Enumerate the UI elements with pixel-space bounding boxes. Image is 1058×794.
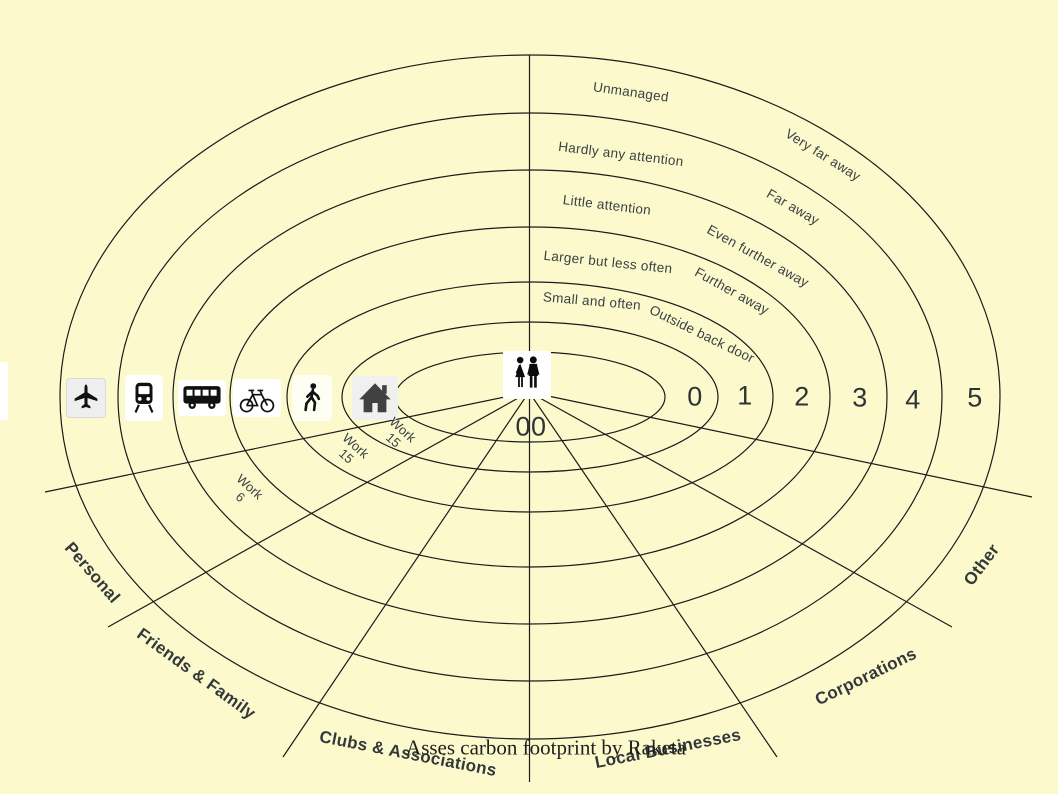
bus-icon [183,385,221,409]
icon-tile [233,379,281,417]
cropped-tile-sliver [0,362,8,420]
icon-tile [503,351,551,399]
house-icon [359,383,391,413]
distance-scale-number: 4 [905,384,921,415]
distance-scale-number: 1 [737,380,753,411]
caption: Asses carbon footprint by Raketa [406,735,686,760]
sector-divider-line [528,391,953,628]
icon-tile [66,378,106,418]
icon-tile [125,375,163,421]
airplane-icon [74,384,98,409]
distance-scale-number: 0 [687,381,703,412]
walking-person-icon [304,383,321,412]
distance-scale-number: 5 [967,382,983,413]
sector-divider-line [282,391,530,758]
distance-scale-number: 2 [794,381,810,412]
bicycle-icon [239,389,275,413]
icon-tile [178,380,226,416]
icon-tile [292,375,332,421]
distance-scale-number: 3 [852,382,868,413]
couple-icon [515,356,540,388]
sector-divider-line [107,391,530,628]
sector-divider-line [528,391,778,758]
sector-divider-line [44,391,530,493]
sector-divider-line [528,391,1033,498]
icon-tile [352,376,398,420]
train-icon [134,382,154,413]
origin-label: 00 [515,411,547,442]
